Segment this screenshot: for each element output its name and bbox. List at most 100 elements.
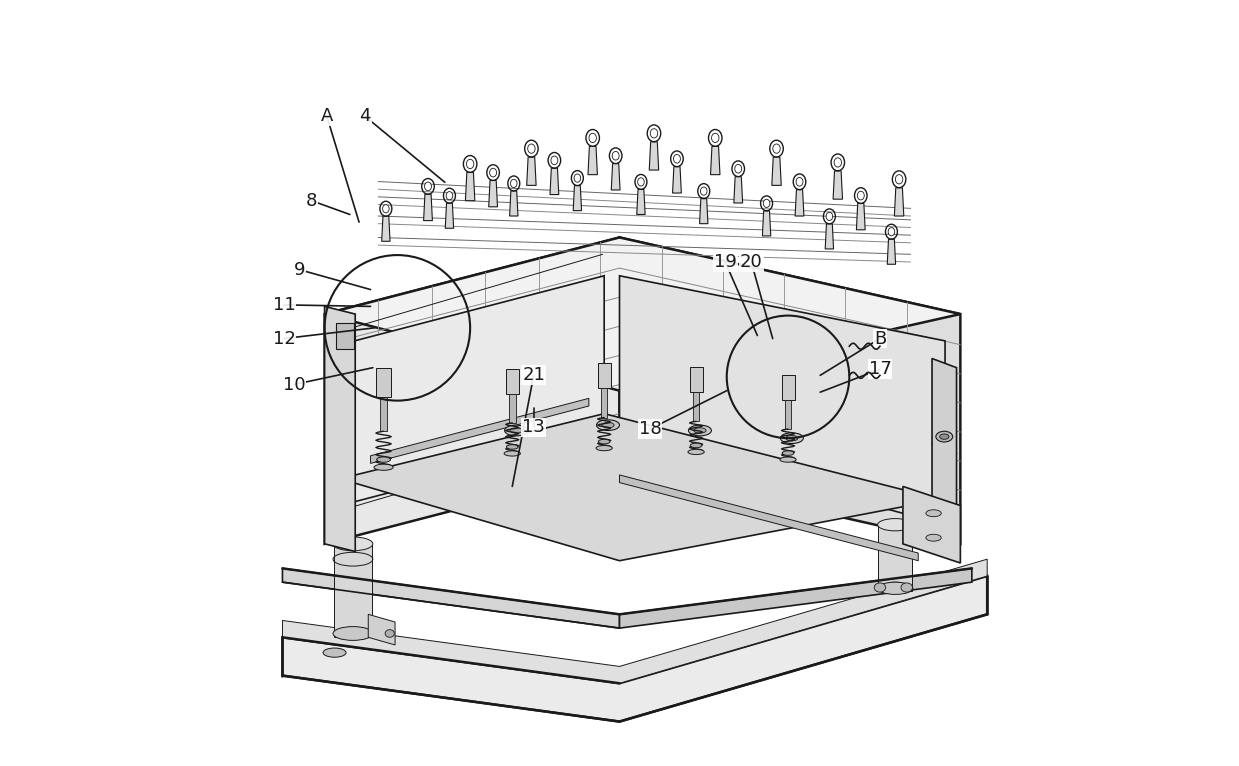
Ellipse shape	[650, 129, 658, 138]
Ellipse shape	[694, 428, 706, 434]
Polygon shape	[370, 398, 589, 463]
Ellipse shape	[612, 152, 620, 160]
Ellipse shape	[888, 228, 895, 236]
Polygon shape	[466, 172, 475, 201]
Ellipse shape	[857, 192, 865, 200]
Polygon shape	[782, 375, 794, 400]
Ellipse shape	[383, 205, 389, 213]
Text: 4: 4	[359, 107, 370, 126]
Polygon shape	[333, 544, 372, 637]
Ellipse shape	[939, 434, 949, 440]
Ellipse shape	[926, 510, 942, 517]
Ellipse shape	[689, 425, 711, 436]
Ellipse shape	[333, 627, 373, 640]
Polygon shape	[878, 525, 912, 591]
Polygon shape	[506, 369, 519, 394]
Polygon shape	[509, 191, 518, 216]
Polygon shape	[488, 181, 498, 207]
Ellipse shape	[779, 457, 797, 462]
Polygon shape	[620, 475, 918, 561]
Ellipse shape	[877, 519, 913, 531]
Ellipse shape	[377, 457, 390, 462]
Ellipse shape	[528, 144, 535, 153]
Polygon shape	[574, 185, 581, 211]
Polygon shape	[325, 237, 960, 391]
Polygon shape	[339, 276, 605, 506]
Text: 8: 8	[306, 192, 317, 210]
Polygon shape	[589, 146, 597, 175]
Polygon shape	[620, 237, 960, 544]
Text: 19: 19	[714, 253, 737, 271]
Ellipse shape	[901, 583, 912, 592]
Polygon shape	[825, 224, 834, 249]
Ellipse shape	[782, 451, 794, 455]
Polygon shape	[887, 239, 896, 264]
Polygon shape	[762, 211, 771, 236]
Polygon shape	[649, 142, 659, 170]
Ellipse shape	[735, 165, 742, 173]
Text: 9: 9	[294, 260, 305, 279]
Polygon shape	[601, 388, 607, 417]
Ellipse shape	[504, 425, 528, 436]
Text: 17: 17	[869, 360, 891, 378]
Polygon shape	[772, 157, 782, 185]
Ellipse shape	[773, 144, 781, 153]
Polygon shape	[700, 198, 707, 224]
Ellipse shape	[711, 133, 719, 142]
Text: 12: 12	[273, 329, 295, 348]
Ellipse shape	[323, 648, 346, 657]
Polygon shape	[509, 394, 515, 423]
Polygon shape	[282, 568, 620, 628]
Ellipse shape	[688, 450, 704, 454]
Text: A: A	[321, 107, 333, 126]
Polygon shape	[527, 157, 536, 185]
Polygon shape	[795, 190, 804, 216]
Text: 18: 18	[639, 420, 662, 438]
Ellipse shape	[674, 155, 680, 163]
Polygon shape	[784, 400, 792, 429]
Polygon shape	[611, 164, 620, 190]
Ellipse shape	[510, 179, 517, 188]
Ellipse shape	[446, 192, 452, 200]
Ellipse shape	[507, 445, 518, 449]
Polygon shape	[733, 177, 742, 203]
Polygon shape	[375, 368, 392, 397]
Polygon shape	[895, 188, 903, 216]
Ellipse shape	[385, 630, 394, 637]
Ellipse shape	[602, 423, 615, 427]
Polygon shape	[382, 216, 390, 241]
Ellipse shape	[596, 446, 612, 450]
Polygon shape	[637, 189, 646, 214]
Polygon shape	[282, 559, 987, 683]
Ellipse shape	[489, 169, 497, 177]
Ellipse shape	[510, 428, 522, 434]
Text: B: B	[873, 329, 886, 348]
Text: 10: 10	[282, 375, 305, 394]
Polygon shape	[424, 195, 432, 221]
Ellipse shape	[504, 451, 520, 456]
Ellipse shape	[596, 420, 620, 430]
Polygon shape	[690, 368, 703, 392]
Polygon shape	[856, 204, 865, 230]
Text: 20: 20	[740, 253, 763, 271]
Ellipse shape	[598, 440, 610, 444]
Polygon shape	[620, 276, 945, 525]
Polygon shape	[368, 614, 395, 645]
Ellipse shape	[690, 444, 703, 447]
Polygon shape	[833, 171, 843, 199]
Ellipse shape	[763, 199, 769, 208]
Ellipse shape	[425, 182, 431, 191]
Polygon shape	[932, 358, 957, 507]
Polygon shape	[620, 568, 971, 628]
Polygon shape	[597, 364, 611, 388]
Polygon shape	[379, 397, 388, 431]
Polygon shape	[550, 169, 559, 195]
Ellipse shape	[589, 133, 596, 142]
Ellipse shape	[935, 431, 953, 442]
Polygon shape	[336, 323, 354, 349]
Text: 11: 11	[273, 296, 295, 314]
Ellipse shape	[885, 582, 906, 590]
Ellipse shape	[795, 178, 803, 186]
Ellipse shape	[834, 158, 841, 167]
Polygon shape	[693, 392, 699, 421]
